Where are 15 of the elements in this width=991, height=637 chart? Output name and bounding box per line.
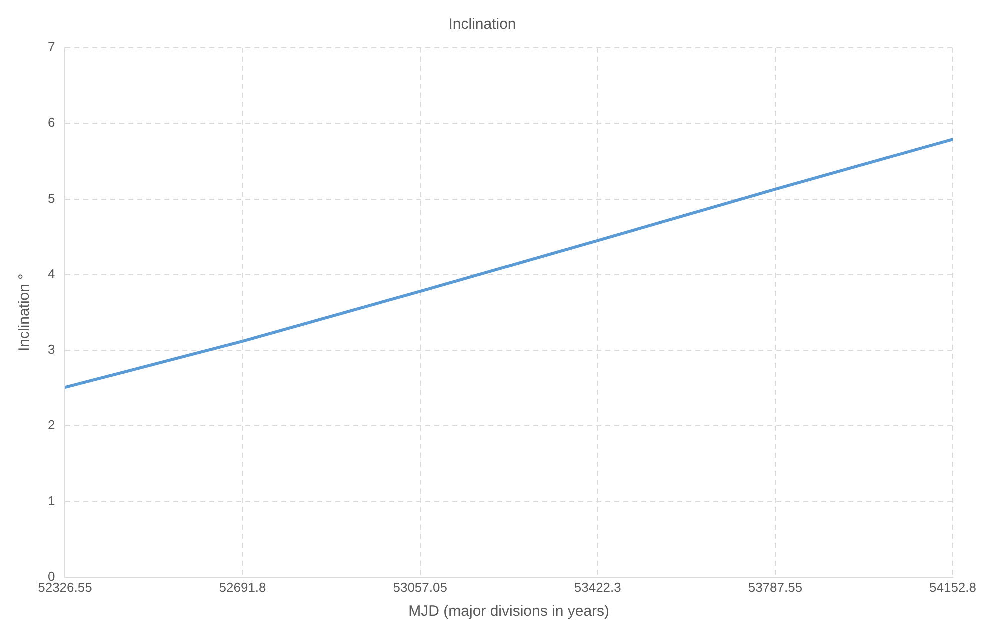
chart-title: Inclination — [448, 16, 516, 34]
y-tick-label: 5 — [48, 190, 56, 206]
y-axis-title: Inclination ° — [16, 274, 34, 352]
y-tick-label: 1 — [48, 493, 56, 508]
x-tick-label: 52691.8 — [219, 580, 266, 595]
y-tick-label: 6 — [48, 115, 56, 130]
y-tick-label: 3 — [48, 342, 56, 358]
x-tick-label: 53787.55 — [748, 580, 803, 595]
x-axis-title: MJD (major divisions in years) — [408, 603, 610, 620]
x-tick-label: 54152.8 — [930, 580, 976, 595]
y-tick-label: 4 — [48, 266, 56, 282]
y-tick-label: 7 — [48, 40, 56, 55]
x-tick-label: 53422.3 — [574, 580, 622, 595]
x-tick-label: 53057.05 — [393, 580, 448, 595]
y-tick-label: 2 — [48, 418, 56, 433]
